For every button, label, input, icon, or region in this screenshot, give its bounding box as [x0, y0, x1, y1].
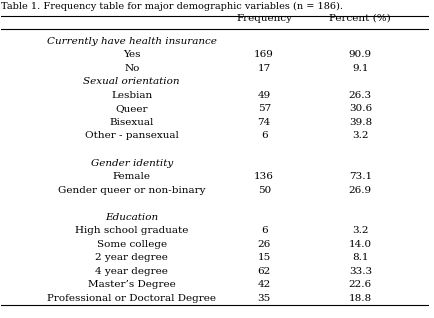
Text: 22.6: 22.6 — [348, 280, 371, 289]
Text: 73.1: 73.1 — [348, 172, 371, 181]
Text: 9.1: 9.1 — [351, 64, 368, 73]
Text: 26: 26 — [257, 240, 270, 249]
Text: 26.9: 26.9 — [348, 186, 371, 195]
Text: 15: 15 — [257, 253, 270, 262]
Text: No: No — [124, 64, 139, 73]
Text: 17: 17 — [257, 64, 270, 73]
Text: 14.0: 14.0 — [348, 240, 371, 249]
Text: Some college: Some college — [96, 240, 166, 249]
Text: 4 year degree: 4 year degree — [95, 267, 168, 276]
Text: 33.3: 33.3 — [348, 267, 371, 276]
Text: Yes: Yes — [123, 50, 140, 59]
Text: 30.6: 30.6 — [348, 104, 371, 113]
Text: 18.8: 18.8 — [348, 294, 371, 303]
Text: High school graduate: High school graduate — [75, 226, 188, 235]
Text: Gender identity: Gender identity — [90, 158, 172, 168]
Text: Lesbian: Lesbian — [111, 91, 152, 100]
Text: Table 1. Frequency table for major demographic variables (n = 186).: Table 1. Frequency table for major demog… — [1, 2, 342, 11]
Text: Currently have health insurance: Currently have health insurance — [47, 37, 216, 45]
Text: Percent (%): Percent (%) — [329, 14, 390, 23]
Text: 90.9: 90.9 — [348, 50, 371, 59]
Text: 8.1: 8.1 — [351, 253, 368, 262]
Text: 26.3: 26.3 — [348, 91, 371, 100]
Text: 169: 169 — [254, 50, 273, 59]
Text: 62: 62 — [257, 267, 270, 276]
Text: 6: 6 — [260, 131, 267, 141]
Text: 35: 35 — [257, 294, 270, 303]
Text: 3.2: 3.2 — [351, 226, 368, 235]
Text: 39.8: 39.8 — [348, 118, 371, 127]
Text: 50: 50 — [257, 186, 270, 195]
Text: 57: 57 — [257, 104, 270, 113]
Text: 42: 42 — [257, 280, 270, 289]
Text: 49: 49 — [257, 91, 270, 100]
Text: 3.2: 3.2 — [351, 131, 368, 141]
Text: Female: Female — [112, 172, 151, 181]
Text: Professional or Doctoral Degree: Professional or Doctoral Degree — [47, 294, 216, 303]
Text: Master’s Degree: Master’s Degree — [88, 280, 175, 289]
Text: Education: Education — [105, 213, 158, 222]
Text: 74: 74 — [257, 118, 270, 127]
Text: 136: 136 — [254, 172, 273, 181]
Text: Sexual orientation: Sexual orientation — [83, 77, 180, 86]
Text: Frequency: Frequency — [236, 14, 292, 23]
Text: Queer: Queer — [115, 104, 148, 113]
Text: 2 year degree: 2 year degree — [95, 253, 168, 262]
Text: 6: 6 — [260, 226, 267, 235]
Text: Bisexual: Bisexual — [109, 118, 154, 127]
Text: Gender queer or non-binary: Gender queer or non-binary — [58, 186, 205, 195]
Text: Other - pansexual: Other - pansexual — [85, 131, 178, 141]
